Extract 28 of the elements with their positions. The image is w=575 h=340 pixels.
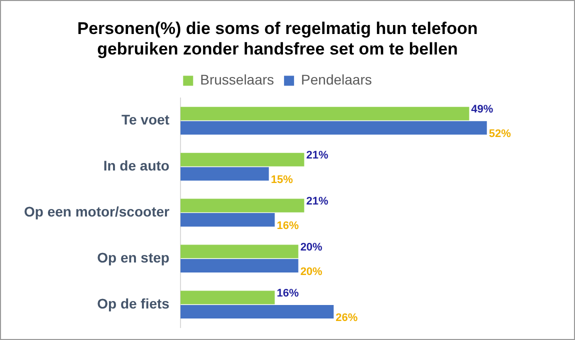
bar	[180, 152, 304, 166]
bar	[180, 290, 275, 304]
legend-label: Pendelaars	[301, 72, 372, 88]
data-label: 52%	[488, 128, 512, 140]
chart-title: Personen(%) die soms of regelmatig hun telefoon gebruiken zonder handsfree set om te bellen	[77, 18, 478, 58]
data-label: 16%	[276, 288, 299, 300]
data-label: 20%	[300, 242, 323, 254]
bar	[180, 198, 304, 212]
legend-label: Brusselaars	[200, 72, 274, 88]
data-label: 20%	[300, 266, 323, 278]
data-label: 49%	[471, 104, 494, 116]
bar	[180, 259, 298, 273]
bar	[180, 167, 269, 181]
bar	[180, 244, 298, 258]
y-tick-label: Op en step	[97, 250, 170, 266]
data-label: 21%	[306, 196, 328, 208]
data-label: 21%	[306, 150, 328, 162]
data-label: 16%	[276, 220, 299, 232]
data-label: 26%	[336, 312, 358, 324]
y-tick-label: Op een motor/scooter	[24, 204, 170, 220]
bar	[180, 213, 275, 227]
y-tick-label: Op de fiets	[97, 295, 170, 312]
bar	[180, 121, 487, 135]
bar	[180, 304, 334, 319]
bar	[180, 106, 470, 120]
y-tick-label: In de auto	[103, 158, 170, 174]
y-tick-label: Te voet	[121, 112, 170, 128]
data-label: 15%	[270, 174, 294, 186]
